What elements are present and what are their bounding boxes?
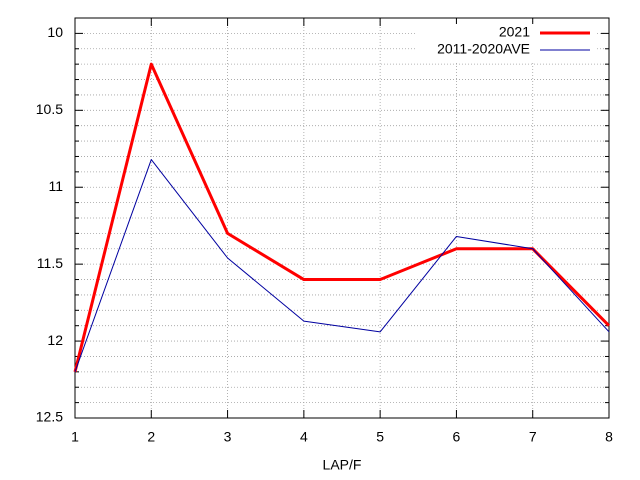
legend-label: 2011-2020AVE [437, 41, 530, 57]
plot-border [74, 17, 610, 419]
x-axis-label: LAP/F [323, 457, 362, 473]
x-tick-label: 1 [71, 429, 79, 445]
x-tick-label: 3 [224, 429, 232, 445]
x-tick-label: 5 [376, 429, 384, 445]
y-tick-label: 10.5 [36, 101, 63, 117]
x-tick-label: 4 [300, 429, 308, 445]
y-tick-label: 11.5 [37, 255, 63, 271]
legend-label: 2021 [499, 24, 530, 40]
series-line [73, 62, 611, 373]
y-tick-label: 12 [47, 332, 63, 348]
x-tick-label: 2 [147, 429, 155, 445]
y-tick-label: 10 [47, 24, 63, 40]
legend-box [415, 24, 597, 62]
series-line [74, 159, 610, 373]
x-tick-label: 7 [529, 429, 537, 445]
x-tick-label: 6 [453, 429, 461, 445]
x-tick-label: 8 [605, 429, 613, 445]
y-tick-label: 11 [48, 178, 63, 194]
y-tick-label: 12.5 [36, 409, 63, 425]
